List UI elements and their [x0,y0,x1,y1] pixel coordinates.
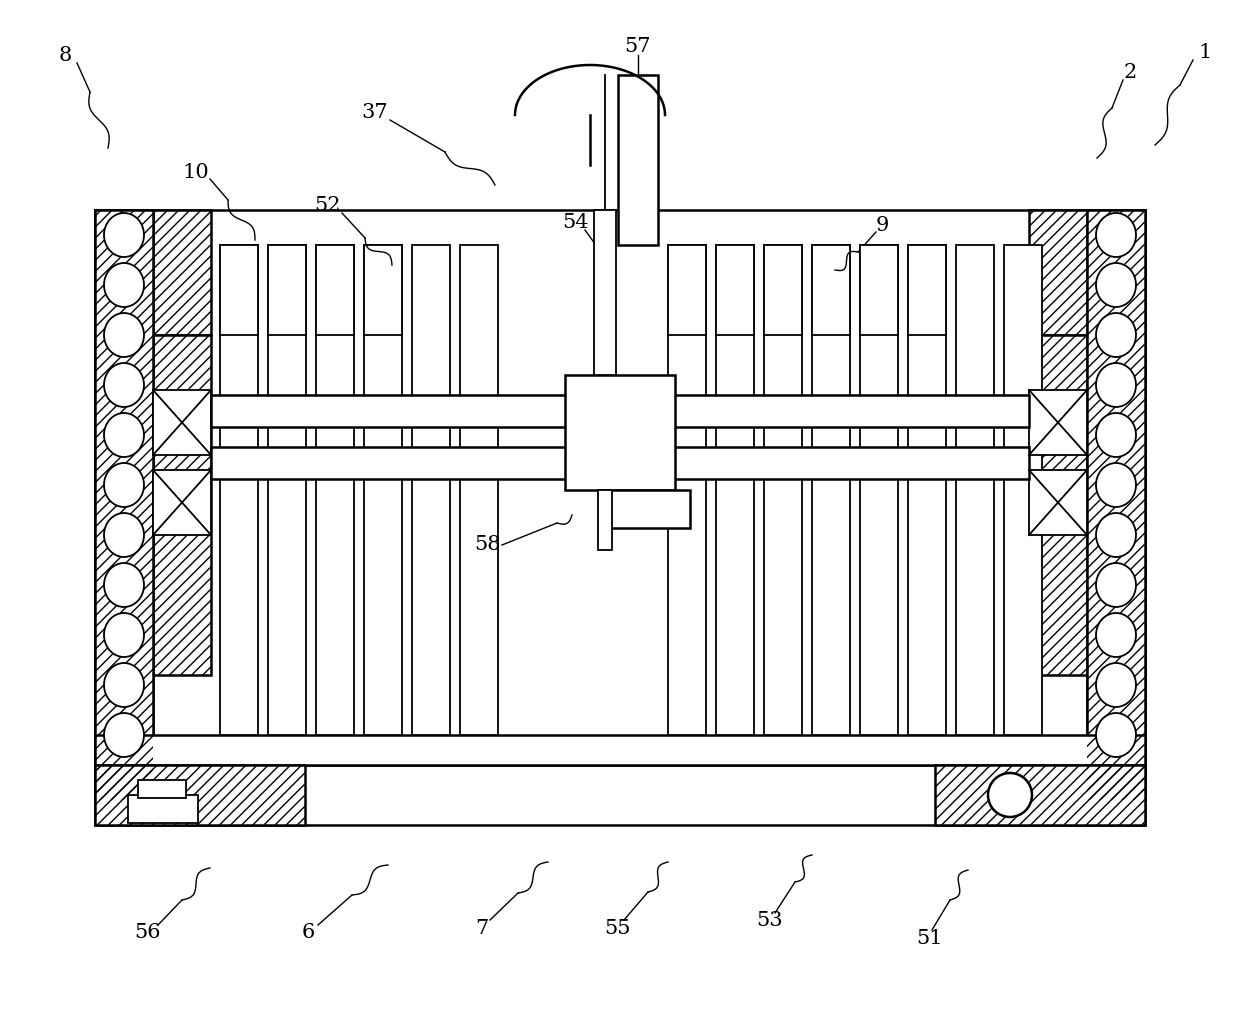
Bar [1087,210,1145,800]
Bar [594,210,616,375]
Bar [95,210,153,800]
Bar [153,470,211,535]
Bar [618,75,658,245]
Ellipse shape [1096,313,1136,357]
Ellipse shape [1096,213,1136,257]
Ellipse shape [1096,263,1136,307]
Bar [268,245,306,735]
Text: 54: 54 [563,213,589,232]
Text: 52: 52 [315,196,341,215]
Bar [95,210,153,800]
Bar [95,735,1145,765]
Ellipse shape [104,363,144,407]
Bar [764,245,802,335]
Ellipse shape [1096,363,1136,407]
Ellipse shape [1096,663,1136,707]
Ellipse shape [104,513,144,557]
Bar [268,245,306,335]
Bar [412,245,450,735]
Bar [715,245,754,335]
Bar [1029,470,1087,535]
Text: 9: 9 [875,216,889,234]
Ellipse shape [104,563,144,607]
Ellipse shape [104,313,144,357]
Ellipse shape [104,613,144,657]
Bar [668,245,706,735]
Bar [365,245,402,335]
Text: 56: 56 [135,923,161,941]
Bar [316,245,353,735]
Bar [861,245,898,735]
Bar [95,210,153,800]
Bar [1004,245,1042,735]
Bar [935,765,1145,825]
Ellipse shape [104,263,144,307]
Bar [138,780,186,798]
Bar [460,245,498,735]
Bar [812,245,849,335]
Text: 7: 7 [475,919,489,937]
Ellipse shape [1096,613,1136,657]
Text: 1: 1 [1198,43,1211,62]
Bar [908,245,946,735]
Ellipse shape [1096,713,1136,757]
Bar [908,245,946,335]
Bar [1029,210,1087,335]
Bar [764,245,802,735]
Text: 10: 10 [182,162,210,181]
Bar [1087,210,1145,800]
Bar [95,765,1145,825]
Ellipse shape [104,663,144,707]
Bar [668,245,706,335]
Text: 51: 51 [916,929,944,947]
Bar [1029,335,1087,675]
Bar [610,490,689,528]
Text: 57: 57 [625,36,651,56]
Text: 6: 6 [301,923,315,941]
Bar [316,245,353,335]
Bar [812,245,849,735]
Text: 58: 58 [475,536,501,554]
Bar [95,210,1145,800]
Ellipse shape [104,463,144,506]
Bar [1029,390,1087,455]
Bar [153,335,211,675]
Bar [128,795,198,823]
Text: 53: 53 [756,911,784,930]
Bar [153,390,211,455]
Bar [211,395,1029,427]
Ellipse shape [104,213,144,257]
Bar [153,210,211,335]
Bar [219,245,258,735]
Ellipse shape [1096,513,1136,557]
Bar [95,765,305,825]
Ellipse shape [104,713,144,757]
Ellipse shape [1096,463,1136,506]
Ellipse shape [104,413,144,457]
Text: 8: 8 [58,46,72,65]
Text: 37: 37 [362,102,388,122]
Bar [956,245,994,735]
Bar [365,245,402,735]
Bar [219,245,258,335]
Bar [861,245,898,335]
Ellipse shape [1096,413,1136,457]
Text: 2: 2 [1123,63,1137,81]
Bar [565,375,675,490]
Circle shape [988,773,1032,817]
Ellipse shape [1096,563,1136,607]
Bar [211,447,1029,479]
Bar [715,245,754,735]
Text: 55: 55 [605,919,631,937]
Bar [598,490,613,550]
Bar [1087,210,1145,800]
